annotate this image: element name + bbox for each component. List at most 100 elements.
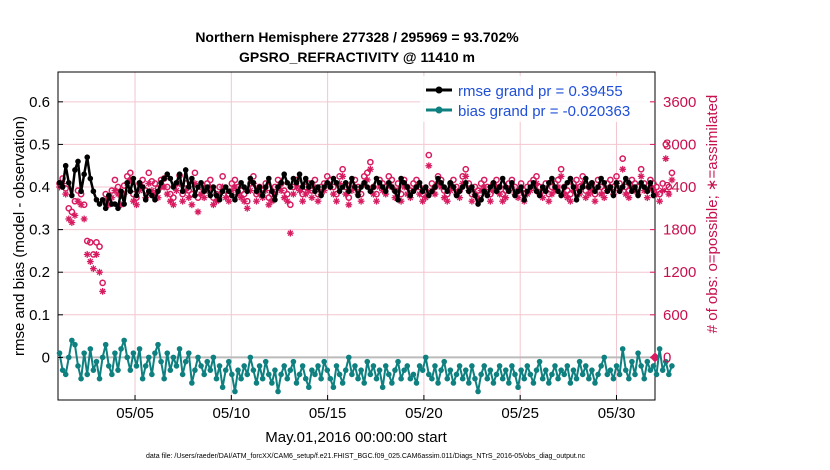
bias-point bbox=[225, 358, 232, 365]
obs-assimilated-stroke bbox=[367, 166, 374, 173]
bias-point bbox=[549, 371, 555, 378]
obs-assimilated-point bbox=[656, 197, 664, 205]
bias-point bbox=[99, 354, 106, 361]
rmse-point bbox=[490, 179, 497, 186]
rmse-point bbox=[333, 179, 340, 186]
bias-point bbox=[112, 350, 118, 356]
x-tick-label: 05/10 bbox=[213, 405, 251, 422]
rmse-point bbox=[330, 175, 337, 182]
obs-assimilated-point bbox=[357, 197, 365, 205]
bias-point bbox=[573, 375, 580, 382]
bias-point bbox=[536, 358, 543, 365]
obs-assimilated-stroke bbox=[78, 201, 84, 208]
obs-assimilated-point bbox=[345, 201, 353, 209]
obs-assimilated-stroke bbox=[462, 173, 469, 180]
obs-assimilated-stroke bbox=[179, 198, 186, 205]
obs-possible-point bbox=[111, 176, 119, 184]
obs-assimilated-stroke bbox=[72, 212, 78, 219]
rmse-point bbox=[241, 184, 247, 190]
bias-point bbox=[222, 367, 229, 373]
rmse-point bbox=[422, 184, 429, 190]
rmse-point bbox=[262, 184, 269, 190]
bias-point bbox=[336, 371, 343, 378]
obs-assimilated-stroke bbox=[659, 187, 666, 194]
bias-point bbox=[533, 367, 540, 373]
rmse-point bbox=[564, 179, 571, 186]
rmse-point bbox=[576, 188, 583, 195]
rmse-point bbox=[453, 192, 460, 199]
y-right-tick-label: 1200 bbox=[663, 264, 696, 281]
obs-assimilated-stroke bbox=[69, 219, 75, 226]
bias-point bbox=[65, 354, 72, 361]
bias-point bbox=[133, 363, 140, 369]
bias-point bbox=[426, 371, 432, 378]
bias-point bbox=[598, 363, 604, 369]
bias-point bbox=[398, 375, 404, 382]
rmse-point bbox=[296, 171, 303, 178]
rmse-point bbox=[112, 201, 118, 207]
bias-point bbox=[469, 363, 475, 369]
bias-point bbox=[521, 375, 528, 382]
bias-point bbox=[256, 363, 263, 369]
bias-point bbox=[299, 363, 306, 369]
bias-point bbox=[367, 371, 374, 378]
obs-possible-point bbox=[665, 183, 673, 191]
bias-point bbox=[376, 367, 383, 373]
bias-point bbox=[250, 367, 257, 373]
obs-assimilated-stroke bbox=[330, 191, 337, 197]
rmse-point bbox=[306, 184, 312, 190]
rmse-point bbox=[561, 184, 568, 190]
bias-point bbox=[69, 337, 75, 344]
obs-assimilated-point bbox=[545, 197, 553, 205]
obs-assimilated-stroke bbox=[669, 177, 675, 183]
rmse-point bbox=[524, 188, 531, 195]
rmse-point bbox=[496, 184, 503, 190]
legend-box bbox=[420, 76, 650, 122]
obs-possible-point bbox=[659, 180, 667, 187]
rmse-point bbox=[579, 184, 586, 190]
rmse-point bbox=[419, 188, 426, 195]
obs-assimilated-point bbox=[240, 197, 248, 205]
rmse-point bbox=[481, 188, 488, 195]
bias-point bbox=[407, 375, 414, 382]
bias-point bbox=[555, 375, 561, 382]
obs-assimilated-point bbox=[68, 219, 76, 226]
bias-point bbox=[619, 346, 626, 352]
rmse-point bbox=[610, 192, 617, 199]
rmse-point bbox=[284, 179, 291, 186]
bias-point bbox=[601, 354, 608, 361]
bias-series bbox=[56, 337, 675, 395]
obs-assimilated-point bbox=[591, 197, 599, 205]
rmse-point bbox=[441, 184, 448, 190]
rmse-point bbox=[361, 179, 367, 186]
obs-assimilated-point bbox=[243, 204, 251, 212]
obs-assimilated-point bbox=[425, 162, 433, 170]
obs-assimilated-stroke bbox=[112, 187, 118, 194]
obs-assimilated-point bbox=[330, 190, 337, 198]
rmse-point bbox=[555, 188, 561, 195]
obs-assimilated-point bbox=[283, 197, 291, 205]
rmse-point bbox=[626, 179, 632, 186]
obs-assimilated-stroke bbox=[90, 265, 97, 272]
obs-possible-point bbox=[637, 165, 645, 173]
rmse-point bbox=[321, 184, 327, 190]
rmse-point bbox=[152, 196, 158, 203]
rmse-point bbox=[647, 179, 654, 186]
rmse-point bbox=[179, 188, 186, 195]
bias-point bbox=[490, 380, 497, 386]
obs-possible-point bbox=[462, 165, 470, 173]
bias-point bbox=[456, 363, 463, 369]
chart-subtitle: GPSRO_REFRACTIVITY @ 11410 m bbox=[239, 49, 475, 65]
obs-possible-point bbox=[139, 176, 146, 184]
bias-point bbox=[275, 388, 281, 395]
obs-assimilated-stroke bbox=[65, 216, 72, 222]
obs-assimilated-point bbox=[225, 197, 233, 205]
obs-assimilated-stroke bbox=[666, 191, 672, 197]
obs-assimilated-stroke bbox=[598, 191, 604, 197]
bias-point bbox=[259, 375, 266, 382]
bias-point bbox=[167, 367, 174, 373]
rmse-point bbox=[189, 175, 195, 182]
rmse-point bbox=[370, 184, 377, 190]
bias-point bbox=[656, 346, 663, 352]
obs-assimilated-stroke bbox=[315, 198, 321, 205]
